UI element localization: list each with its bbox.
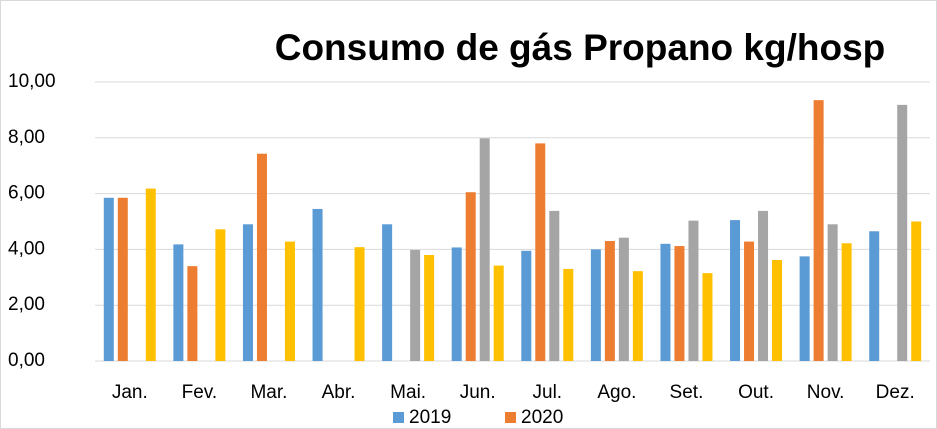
x-tick-label: Ago. (597, 382, 636, 403)
bar (730, 220, 741, 361)
bar (479, 138, 490, 361)
y-tick-label: 6,00 (8, 183, 45, 204)
legend-swatch (393, 412, 404, 423)
legend-label: 2019 (409, 407, 451, 428)
y-tick-label: 8,00 (8, 127, 45, 148)
x-tick-label: Jun. (460, 382, 496, 403)
bar (187, 266, 198, 361)
chart-title: Consumo de gás Propano kg/hosp (275, 27, 886, 68)
x-tick-label: Out. (738, 382, 774, 403)
bar (563, 268, 574, 361)
y-tick-label: 0,00 (8, 350, 45, 371)
bar (702, 273, 713, 361)
bar (451, 247, 462, 361)
bar (674, 246, 685, 361)
bar (535, 143, 546, 361)
bar (145, 188, 156, 361)
y-tick-label: 4,00 (8, 238, 45, 259)
bar (758, 210, 769, 361)
bar (549, 210, 560, 361)
bar (799, 256, 810, 361)
bar (284, 241, 295, 361)
bar (897, 104, 908, 362)
bar (354, 247, 365, 361)
bar (117, 197, 128, 361)
bar (744, 241, 755, 361)
bar (827, 224, 838, 361)
bar (493, 265, 504, 361)
x-tick-label: Fev. (182, 382, 218, 403)
y-tick-label: 2,00 (8, 294, 45, 315)
bar (173, 244, 184, 361)
bar (242, 224, 253, 361)
bar (424, 254, 435, 361)
bar (590, 249, 601, 361)
bar (632, 271, 643, 361)
bar (869, 231, 880, 361)
bar (521, 250, 532, 361)
x-tick-label: Abr. (322, 382, 356, 403)
bar (772, 260, 783, 361)
y-tick-label: 10,00 (8, 71, 56, 92)
bar (410, 249, 421, 361)
bar (841, 243, 852, 361)
x-tick-label: Dez. (876, 382, 915, 403)
x-tick-label: Jan. (112, 382, 148, 403)
bar (256, 153, 267, 361)
legend-swatch (505, 412, 516, 423)
bar (382, 224, 393, 361)
bar (618, 237, 629, 361)
bar (813, 100, 824, 361)
bar (465, 192, 476, 361)
x-tick-label: Jul. (533, 382, 563, 403)
bar (688, 220, 699, 361)
bar (312, 208, 323, 361)
x-tick-label: Nov. (807, 382, 845, 403)
legend-label: 2020 (521, 407, 563, 428)
bar (604, 241, 615, 361)
x-tick-label: Set. (670, 382, 704, 403)
x-tick-label: Mar. (250, 382, 287, 403)
x-tick-label: Mai. (390, 382, 426, 403)
bar (660, 243, 671, 361)
bar (911, 221, 922, 361)
bar (215, 229, 226, 361)
bar (103, 197, 114, 361)
